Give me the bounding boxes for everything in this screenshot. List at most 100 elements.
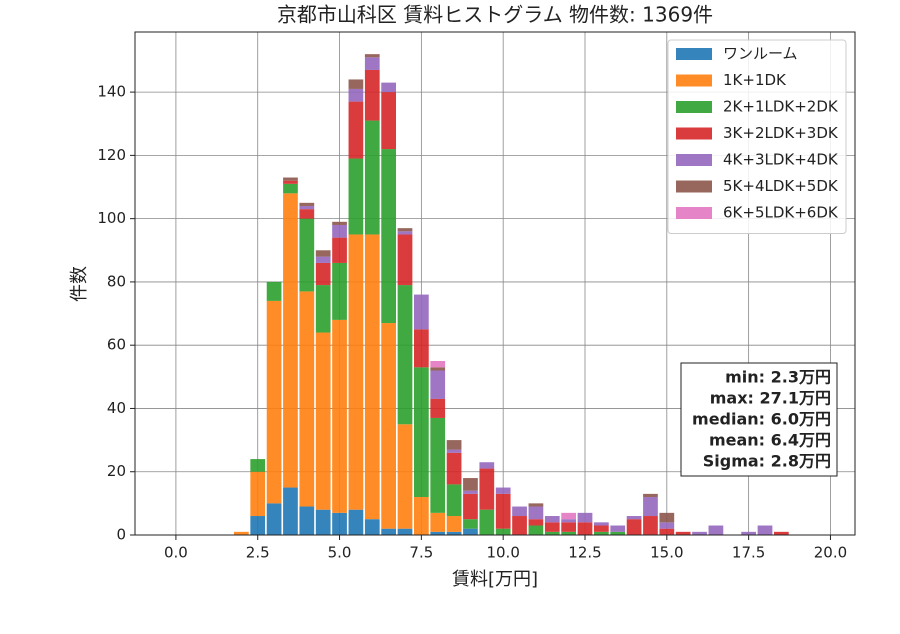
bar-segment (414, 329, 429, 368)
bar-segment (332, 224, 347, 238)
bar-segment (283, 183, 298, 194)
bar-segment (299, 209, 315, 219)
bar-segment (315, 285, 331, 333)
bar-segment (594, 531, 609, 535)
bar-segment (741, 531, 756, 535)
bar-segment (397, 234, 413, 286)
x-tick-label: 12.5 (568, 544, 601, 562)
bar-segment (315, 332, 331, 510)
stats-text: median: 6.0万円 (692, 410, 831, 429)
bar-segment (299, 202, 315, 206)
bar-segment (364, 519, 380, 535)
bar-segment (348, 79, 364, 89)
y-tick-label: 20 (107, 462, 126, 480)
legend-label: ワンルーム (723, 45, 798, 63)
y-tick-label: 100 (97, 209, 126, 227)
bar-segment (446, 516, 462, 532)
bar-segment (446, 484, 462, 517)
bar-segment (430, 531, 446, 535)
bar-segment (495, 528, 511, 535)
bar-segment (479, 509, 495, 535)
bar-segment (430, 512, 446, 532)
bar-segment (544, 531, 560, 535)
bar-segment (299, 218, 315, 292)
bar-segment (659, 528, 675, 535)
bar-segment (626, 519, 642, 535)
bar-segment (430, 398, 446, 418)
legend-swatch (676, 180, 712, 193)
legend-swatch (676, 207, 712, 219)
y-tick-label: 40 (107, 399, 126, 417)
legend-label: 2K+1LDK+2DK (723, 98, 839, 116)
y-tick-label: 120 (97, 146, 126, 164)
bar-segment (397, 228, 413, 232)
bar-segment (381, 323, 396, 529)
bar-segment (283, 487, 298, 535)
bar-segment (463, 490, 478, 494)
bar-segment (430, 367, 446, 371)
x-tick-label: 10.0 (486, 544, 519, 562)
bar-segment (446, 452, 462, 485)
bar-segment (463, 528, 478, 535)
bar-segment (348, 234, 364, 510)
x-tick-label: 2.5 (246, 544, 270, 562)
bar-segment (512, 506, 527, 517)
bar-segment (626, 516, 642, 520)
x-tick-label: 17.5 (732, 544, 765, 562)
legend-label: 3K+2LDK+3DK (723, 124, 839, 142)
bar-segment (381, 149, 396, 324)
bar-segment (348, 509, 364, 535)
bar-segment (463, 519, 478, 529)
bar-segment (528, 503, 544, 507)
bar-segment (348, 88, 364, 102)
bar-segment (332, 512, 347, 535)
bar-segment (561, 519, 576, 523)
bar-segment (414, 497, 429, 535)
bar-segment (397, 528, 413, 535)
x-tick-label: 20.0 (814, 544, 847, 562)
chart-title: 京都市山科区 賃料ヒストグラム 物件数: 1369件 (277, 3, 713, 27)
y-tick-label: 60 (107, 336, 126, 354)
bar-segment (446, 531, 462, 535)
bar-segment (250, 471, 266, 517)
bar-segment (315, 256, 331, 263)
stats-text: mean: 6.4万円 (709, 431, 831, 450)
bar-segment (643, 493, 658, 498)
bar-segment (446, 449, 462, 453)
bar-segment (332, 319, 347, 513)
legend-label: 4K+3LDK+4DK (723, 151, 839, 169)
bar-segment (708, 525, 724, 535)
x-tick-label: 0.0 (164, 544, 188, 562)
bar-segment (446, 440, 462, 450)
legend-box (667, 39, 847, 234)
x-tick-label: 15.0 (650, 544, 683, 562)
bar-segment (397, 424, 413, 529)
bar-segment (299, 205, 315, 210)
bar-segment (364, 57, 380, 70)
y-tick-label: 0 (116, 526, 126, 544)
bar-segment (643, 497, 658, 517)
stats-text: max: 27.1万円 (710, 389, 831, 408)
y-tick-label: 80 (107, 272, 126, 290)
bar-segment (479, 468, 495, 510)
bar-segment (757, 525, 773, 535)
bar-segment (463, 493, 478, 520)
bar-segment (512, 516, 527, 535)
legend-swatch (676, 74, 712, 87)
bar-segment (348, 158, 364, 235)
bar-segment (594, 522, 609, 526)
bar-segment (364, 69, 380, 121)
bar-segment (495, 487, 511, 494)
legend-swatch (676, 48, 712, 60)
y-tick-label: 140 (97, 83, 126, 101)
bar-segment (528, 525, 544, 535)
bar-segment (381, 82, 396, 93)
bar-segment (283, 177, 298, 181)
bar-segment (463, 478, 478, 491)
legend-swatch (676, 154, 712, 166)
bar-segment (561, 512, 576, 520)
bar-segment (610, 525, 626, 532)
legend-label: 5K+4LDK+5DK (723, 177, 839, 195)
x-tick-label: 5.0 (328, 544, 352, 562)
bar-segment (332, 237, 347, 263)
